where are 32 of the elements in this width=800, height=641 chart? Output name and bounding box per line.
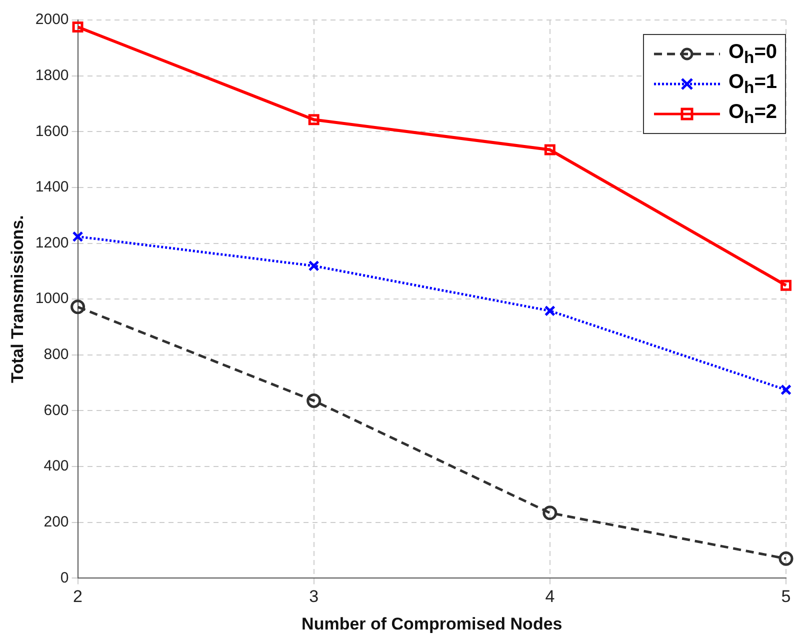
y-tick-label: 600 xyxy=(44,402,69,419)
point xyxy=(308,260,320,272)
y-tick-label: 1400 xyxy=(35,178,69,196)
point xyxy=(70,300,86,314)
point xyxy=(306,393,322,408)
point xyxy=(778,551,794,566)
y-tick-label: 400 xyxy=(44,458,69,475)
point xyxy=(308,114,320,126)
y-tick-label: 200 xyxy=(44,514,69,531)
y-tick-label: 1200 xyxy=(35,234,69,252)
legend-label: O$_{h}$=0 xyxy=(728,40,777,68)
x-tick-label: 2 xyxy=(73,587,83,606)
point xyxy=(780,384,792,396)
y-tick-label: 0 xyxy=(60,569,69,586)
y-tick-label: 2000 xyxy=(35,11,69,28)
legend-label: O$_{h}$=1 xyxy=(728,70,777,98)
y-tick-label: 1000 xyxy=(35,290,69,308)
y-tick-label: 1600 xyxy=(35,122,69,140)
y-tick-label: 800 xyxy=(44,346,69,364)
point xyxy=(72,231,84,242)
x-tick-label: 5 xyxy=(781,587,791,606)
x-axis-title: Number of Compromised Nodes xyxy=(302,614,562,634)
point xyxy=(542,506,558,520)
x-tick-label: 4 xyxy=(545,587,555,606)
point xyxy=(544,305,556,316)
y-tick-label: 1800 xyxy=(35,66,69,84)
point xyxy=(544,144,556,156)
point xyxy=(780,280,792,291)
x-tick-label: 3 xyxy=(309,587,319,606)
point xyxy=(72,21,84,32)
y-axis-title: Total Transmissions. xyxy=(8,215,27,384)
legend-label: O$_{h}$=2 xyxy=(728,100,777,128)
